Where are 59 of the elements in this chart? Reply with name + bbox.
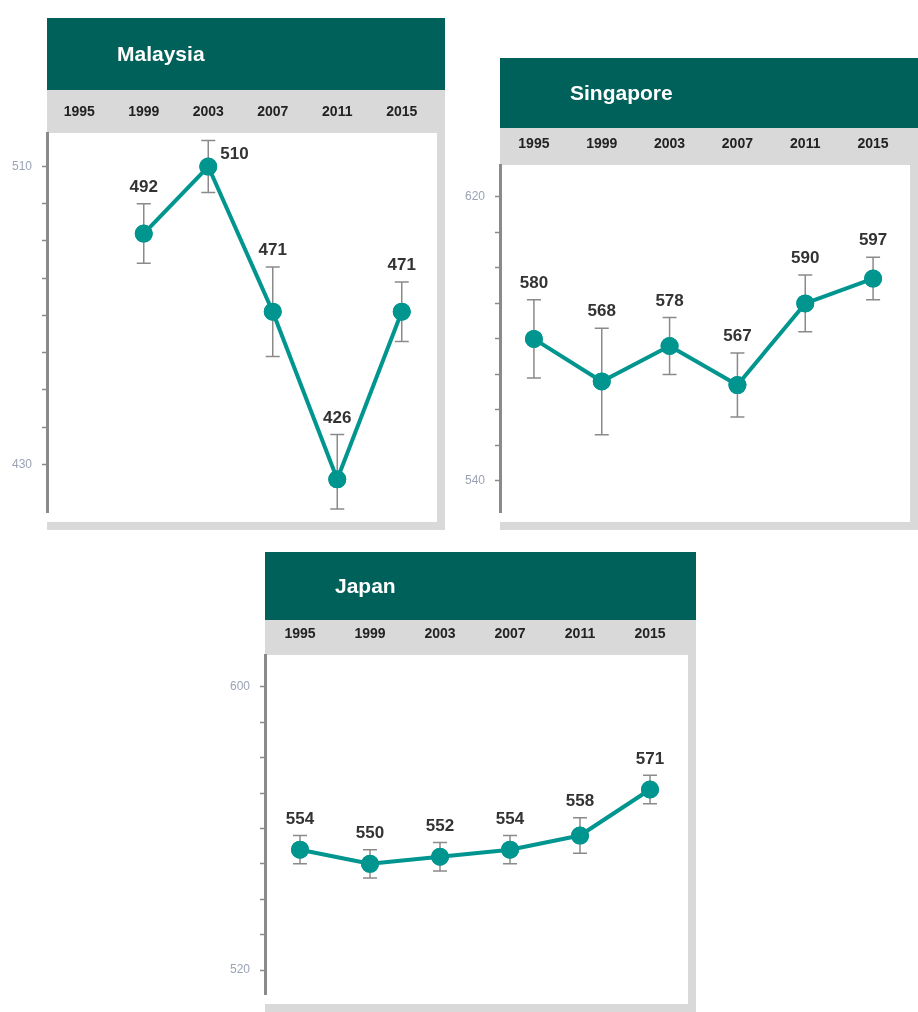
point bbox=[392, 302, 411, 321]
point bbox=[641, 780, 659, 799]
x-tick-label: 2003 bbox=[654, 135, 686, 152]
x-tick-label: 2003 bbox=[192, 103, 225, 120]
x-tick-label: 2015 bbox=[857, 135, 889, 152]
data-label: 568 bbox=[587, 301, 616, 321]
data-label: 554 bbox=[495, 808, 525, 828]
data-label: 550 bbox=[355, 822, 385, 842]
data-label: 558 bbox=[565, 791, 595, 811]
point bbox=[728, 376, 747, 395]
point bbox=[524, 329, 543, 348]
point bbox=[328, 470, 347, 489]
x-tick-label: 1995 bbox=[63, 103, 96, 120]
x-tick-label: 1999 bbox=[586, 135, 618, 152]
point bbox=[263, 302, 282, 321]
point bbox=[431, 847, 449, 866]
x-tick-label: 2007 bbox=[721, 135, 754, 152]
x-tick-label: 2015 bbox=[634, 625, 666, 642]
x-tick-label: 1995 bbox=[284, 625, 316, 642]
x-tick-label: 2007 bbox=[257, 103, 289, 120]
y-tick-label: 520 bbox=[229, 962, 251, 977]
data-label: 571 bbox=[635, 748, 665, 768]
x-tick-label: 2007 bbox=[494, 625, 526, 642]
y-tick-label: 540 bbox=[464, 473, 486, 488]
data-label: 471 bbox=[387, 255, 416, 275]
data-label: 552 bbox=[425, 815, 455, 835]
x-tick-label: 1999 bbox=[128, 103, 160, 120]
chart-title: Malaysia bbox=[47, 18, 445, 90]
x-tick-label: 2011 bbox=[790, 135, 821, 152]
x-tick-label: 1995 bbox=[518, 135, 550, 152]
data-label: 567 bbox=[723, 326, 752, 346]
x-tick-label: 1999 bbox=[354, 625, 386, 642]
point bbox=[501, 840, 519, 859]
data-label: 426 bbox=[323, 407, 352, 427]
data-label: 590 bbox=[791, 248, 820, 268]
x-tick-label: 2003 bbox=[424, 625, 456, 642]
data-label: 471 bbox=[258, 240, 287, 260]
x-tick-label: 2015 bbox=[386, 103, 418, 120]
chart-title: Japan bbox=[265, 552, 696, 620]
data-label: 492 bbox=[129, 176, 158, 196]
point bbox=[864, 269, 883, 288]
point bbox=[660, 337, 679, 355]
data-label: 578 bbox=[655, 290, 684, 310]
data-label: 554 bbox=[285, 808, 315, 828]
y-tick-label: 620 bbox=[464, 189, 486, 204]
point bbox=[592, 372, 611, 391]
x-tick-label: 2011 bbox=[322, 103, 353, 120]
point bbox=[361, 854, 379, 873]
data-label: 597 bbox=[858, 230, 888, 250]
chart-title: Singapore bbox=[500, 58, 918, 128]
y-tick-label: 430 bbox=[11, 456, 33, 471]
point bbox=[291, 840, 309, 859]
x-tick-label: 2011 bbox=[564, 625, 596, 642]
data-label: 580 bbox=[519, 273, 549, 293]
point bbox=[796, 294, 815, 313]
point bbox=[571, 826, 589, 845]
point bbox=[134, 224, 153, 243]
y-tick-label: 600 bbox=[229, 679, 251, 694]
point bbox=[199, 157, 218, 176]
